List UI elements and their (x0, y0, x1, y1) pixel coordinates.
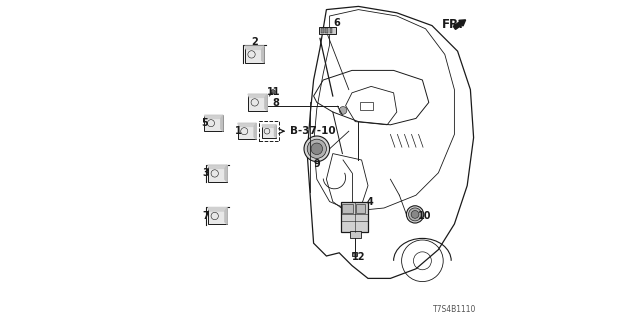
Bar (319, 27, 335, 34)
Text: 1: 1 (235, 126, 242, 136)
Polygon shape (208, 165, 227, 168)
Bar (259, 121, 279, 141)
Circle shape (339, 107, 347, 114)
Bar (208, 208, 227, 224)
Bar (356, 204, 365, 213)
Polygon shape (238, 123, 257, 126)
Bar (360, 102, 372, 110)
Polygon shape (265, 94, 268, 111)
Bar (349, 231, 361, 238)
Polygon shape (205, 115, 223, 118)
Text: 7: 7 (202, 211, 209, 221)
Text: 9: 9 (314, 159, 320, 169)
Polygon shape (225, 208, 227, 224)
Polygon shape (262, 46, 264, 63)
Polygon shape (275, 125, 276, 138)
Text: 11: 11 (267, 86, 280, 97)
Polygon shape (248, 94, 268, 97)
Text: T7S4B1110: T7S4B1110 (433, 305, 477, 314)
Circle shape (307, 139, 326, 158)
Bar (238, 123, 256, 139)
Text: 10: 10 (418, 211, 432, 221)
Text: 6: 6 (333, 18, 340, 28)
Polygon shape (262, 125, 276, 127)
Polygon shape (225, 165, 227, 182)
Circle shape (304, 136, 330, 162)
Bar (205, 115, 223, 131)
Polygon shape (221, 115, 223, 131)
FancyArrow shape (453, 20, 466, 29)
Text: FR.: FR. (442, 18, 463, 30)
Text: 8: 8 (273, 98, 280, 108)
Text: 5: 5 (201, 118, 207, 128)
Text: 3: 3 (202, 168, 209, 179)
Polygon shape (245, 46, 264, 49)
Polygon shape (208, 208, 227, 211)
Circle shape (406, 206, 424, 223)
Bar (262, 125, 276, 138)
Text: 12: 12 (351, 252, 365, 262)
Bar (321, 28, 323, 33)
Circle shape (271, 90, 275, 94)
Circle shape (411, 211, 419, 218)
Text: 4: 4 (366, 197, 373, 207)
Polygon shape (254, 123, 257, 139)
Bar (245, 46, 264, 63)
Bar (208, 165, 227, 182)
Bar (248, 94, 268, 111)
Bar (340, 202, 368, 232)
Circle shape (311, 143, 323, 155)
Bar (352, 252, 357, 256)
Bar (342, 204, 353, 213)
Bar (330, 28, 333, 33)
Circle shape (408, 208, 422, 221)
Text: B-37-10: B-37-10 (290, 126, 335, 136)
Bar (325, 28, 328, 33)
Text: 2: 2 (252, 36, 259, 47)
